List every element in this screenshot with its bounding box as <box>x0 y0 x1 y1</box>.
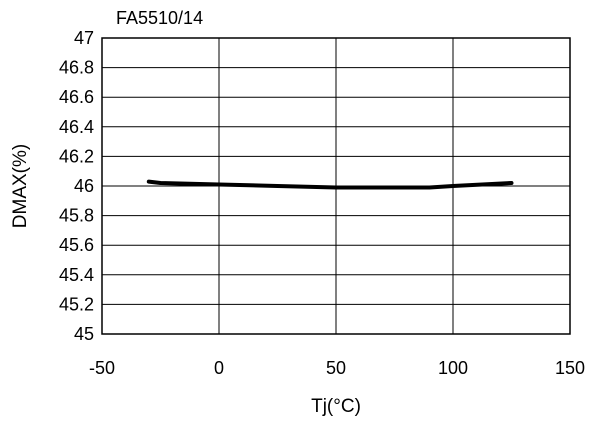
x-tick-label: 150 <box>555 358 585 378</box>
y-tick-label: 47 <box>74 28 94 48</box>
y-axis-ticks: 45 45.2 45.4 45.6 45.8 46 46.2 46.4 46.6 46.8 47 <box>59 28 94 344</box>
y-tick-label: 45 <box>74 324 94 344</box>
y-tick-label: 46 <box>74 176 94 196</box>
y-tick-label: 46.8 <box>59 58 94 78</box>
series-layer <box>146 179 514 190</box>
x-axis-ticks: -50 0 50 100 150 <box>89 358 585 378</box>
y-axis-label: DMAX(%) <box>10 144 31 228</box>
y-tick-label: 45.2 <box>59 294 94 314</box>
chart-title: FA5510/14 <box>116 8 203 28</box>
x-tick-label: 0 <box>214 358 224 378</box>
y-tick-label: 45.8 <box>59 206 94 226</box>
x-tick-label: 100 <box>438 358 468 378</box>
x-tick-label: -50 <box>89 358 115 378</box>
series-line <box>146 179 514 190</box>
y-tick-label: 46.4 <box>59 117 94 137</box>
x-axis-label: Tj(°C) <box>311 396 361 417</box>
y-tick-label: 46.2 <box>59 146 94 166</box>
x-tick-label: 50 <box>326 358 346 378</box>
plot-area-frame <box>101 37 571 335</box>
y-tick-label: 45.6 <box>59 235 94 255</box>
y-tick-label: 45.4 <box>59 265 94 285</box>
y-tick-label: 46.6 <box>59 87 94 107</box>
